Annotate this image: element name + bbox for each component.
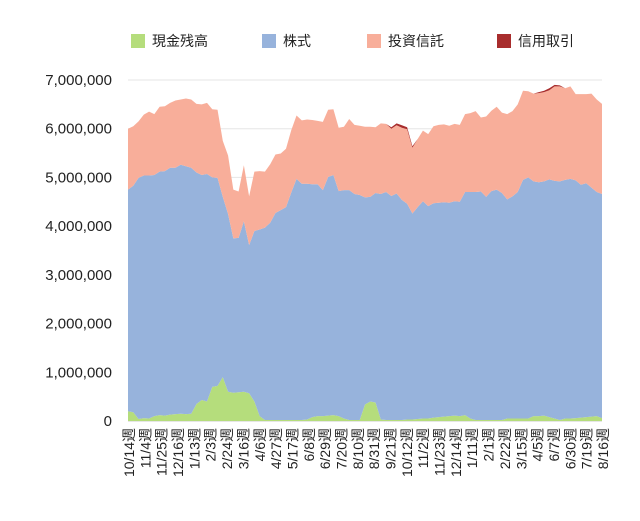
- legend-label: 現金残高: [152, 33, 208, 49]
- x-tick-label: 11/23週: [432, 428, 448, 476]
- y-tick-label: 7,000,000: [45, 72, 112, 89]
- x-tick-label: 11/25週: [154, 428, 170, 476]
- x-tick-label: 2/22週: [497, 428, 513, 469]
- y-tick-label: 6,000,000: [45, 121, 112, 138]
- area-series: [128, 377, 602, 421]
- x-tick-label: 11/4週: [137, 428, 153, 468]
- x-tick-label: 3/15週: [513, 428, 529, 469]
- legend-swatch: [131, 34, 145, 48]
- x-tick-label: 2/1週: [481, 428, 497, 461]
- x-tick-label: 12/14週: [448, 428, 464, 477]
- x-tick-label: 11/2週: [415, 428, 431, 468]
- x-tick-label: 12/16週: [170, 428, 186, 477]
- y-tick-label: 2,000,000: [45, 316, 112, 333]
- x-tick-label: 10/14週: [121, 428, 137, 477]
- x-tick-label: 6/7週: [546, 428, 562, 461]
- x-tick-label: 2/3週: [203, 428, 219, 461]
- x-tick-label: 7/19週: [579, 428, 595, 469]
- x-tick-label: 1/11週: [464, 428, 480, 468]
- series-areas: [128, 84, 602, 421]
- x-tick-label: 10/12週: [399, 428, 415, 477]
- area-series: [128, 164, 602, 421]
- x-tick-label: 9/21週: [383, 428, 399, 469]
- legend-swatch: [367, 34, 381, 48]
- y-tick-label: 3,000,000: [45, 267, 112, 284]
- legend-label: 投資信託: [388, 33, 444, 49]
- x-tick-label: 8/10週: [350, 428, 366, 469]
- x-tick-label: 4/5週: [530, 428, 546, 461]
- x-tick-label: 6/30週: [562, 428, 578, 469]
- legend-swatch: [497, 34, 511, 48]
- y-axis-ticks: 0 1,000,000 2,000,000 3,000,000 4,000,000 5,0…: [45, 72, 112, 430]
- x-tick-label: 8/16週: [595, 428, 611, 469]
- legend-label: 株式: [283, 33, 311, 49]
- x-tick-label: 5/17週: [284, 428, 300, 469]
- x-tick-label: 7/20週: [333, 428, 349, 469]
- area-series: [128, 86, 602, 246]
- x-tick-label: 6/29週: [317, 428, 333, 469]
- y-tick-label: 5,000,000: [45, 169, 112, 186]
- x-tick-label: 4/6週: [252, 428, 268, 461]
- legend: 現金残高 株式 投資信託 信用取引: [131, 33, 574, 49]
- y-tick-label: 0: [104, 413, 112, 430]
- y-tick-label: 4,000,000: [45, 218, 112, 235]
- legend-label: 信用取引: [518, 33, 574, 49]
- x-tick-label: 2/24週: [219, 428, 235, 469]
- y-tick-label: 1,000,000: [45, 364, 112, 381]
- x-tick-label: 6/8週: [301, 428, 317, 461]
- x-tick-label: 4/27週: [268, 428, 284, 469]
- x-tick-label: 1/13週: [186, 428, 202, 469]
- x-tick-label: 8/31週: [366, 428, 382, 469]
- legend-swatch: [262, 34, 276, 48]
- x-tick-label: 3/16週: [235, 428, 251, 469]
- x-axis-ticks: 10/14週 11/4週 11/25週 12/16週 1/13週 2/3週 2/24週 3/1…: [121, 428, 611, 477]
